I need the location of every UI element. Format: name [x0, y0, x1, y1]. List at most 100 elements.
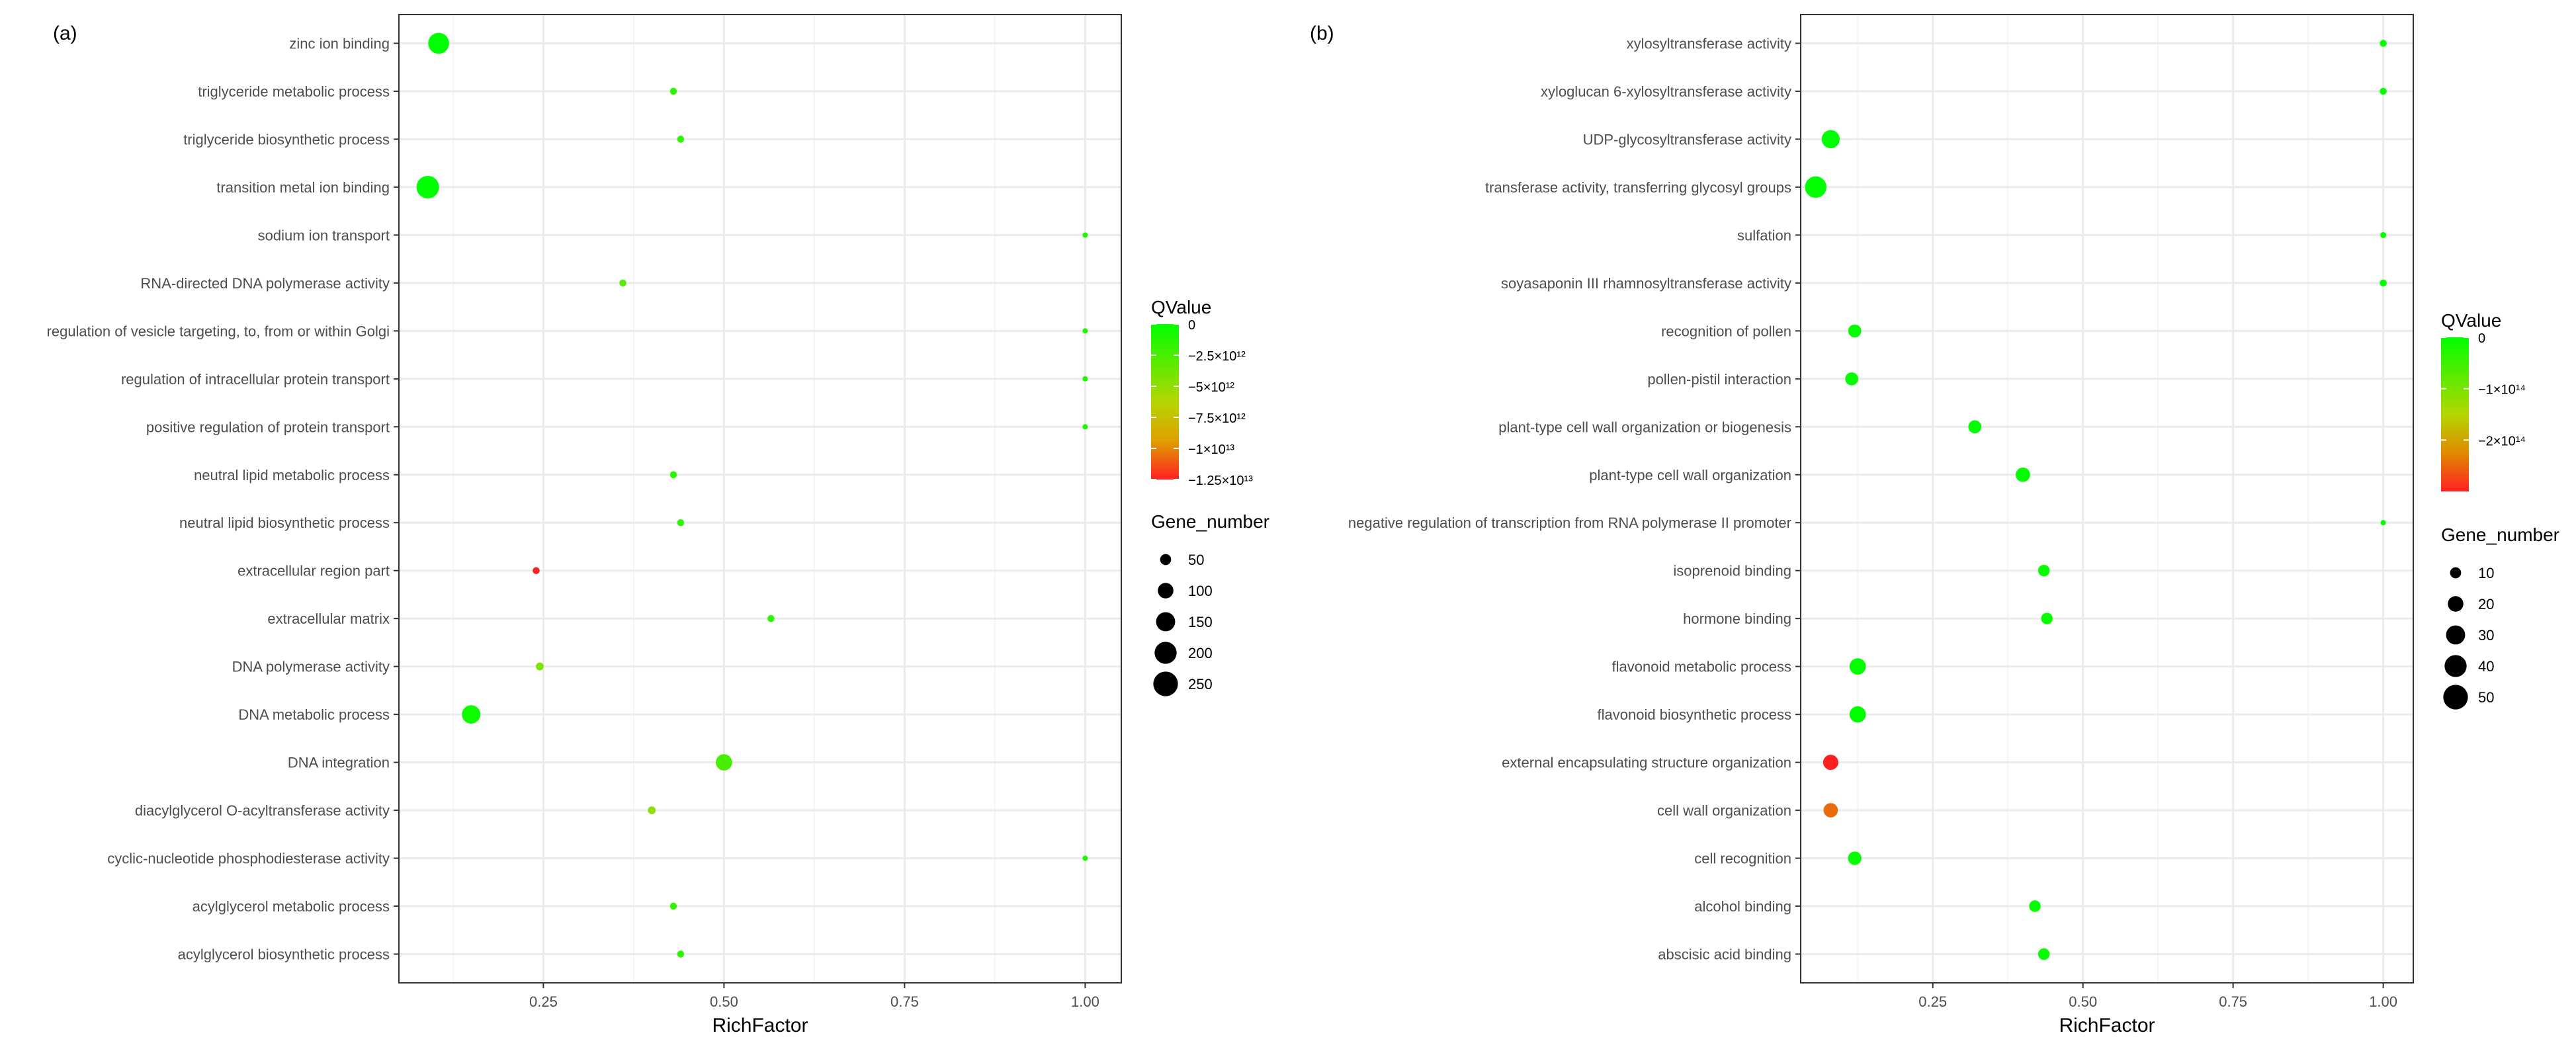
size-legend-label: 50	[2478, 689, 2494, 706]
colorbar-label: −2×10¹⁴	[2478, 434, 2526, 448]
y-tick-label: transferase activity, transferring glyco…	[1485, 179, 1791, 196]
point-regulation-of-intracellular-protein-transport	[1082, 376, 1088, 382]
y-tick-label: abscisic acid binding	[1658, 946, 1791, 963]
point-plant-type-cell-wall-organization-or-biogenesis	[1968, 420, 1982, 434]
y-tick-label: hormone binding	[1683, 610, 1791, 627]
point-recognition-of-pollen	[1848, 324, 1862, 338]
points-b	[1805, 40, 2387, 960]
y-tick-label: plant-type cell wall organization	[1589, 467, 1791, 483]
color-legend-title-b: QValue	[2441, 310, 2501, 331]
point-flavonoid-biosynthetic-process	[1849, 706, 1866, 723]
y-tick-label: xyloglucan 6-xylosyltransferase activity	[1541, 83, 1791, 100]
size-legend-dot	[2444, 655, 2467, 677]
size-legend-dot	[1160, 554, 1172, 565]
size-legend-label: 100	[1188, 583, 1213, 599]
size-legend-label: 200	[1188, 645, 1213, 661]
y-labels-b: xylosyltransferase activity xyloglucan 6-…	[1348, 35, 1801, 963]
point-isoprenoid-binding	[2038, 564, 2050, 577]
size-legend-title-b: Gene_number	[2441, 524, 2559, 545]
y-tick-label: diacylglycerol O-acyltransferase activit…	[135, 802, 390, 819]
colorbar-ticks-b: 0 −1×10¹⁴ −2×10¹⁴	[2441, 331, 2526, 448]
colorbar-label: −7.5×10¹²	[1188, 411, 1246, 426]
colorbar-b	[2441, 337, 2469, 491]
y-tick-label: transition metal ion binding	[216, 179, 390, 196]
size-legend-dot	[2448, 596, 2464, 612]
size-legend-label: 20	[2478, 596, 2494, 612]
y-tick-label: negative regulation of transcription fro…	[1348, 515, 1791, 531]
size-legend-dot	[1156, 612, 1176, 632]
size-legend-label: 10	[2478, 565, 2494, 581]
y-tick-label: pollen-pistil interaction	[1647, 371, 1791, 388]
size-legend-b: Gene_number 10 20 30 40 50	[2441, 524, 2559, 710]
panel-a: (a) zinc ion binding triglyceride metabol…	[47, 14, 1269, 1036]
y-tick-label: external encapsulating structure organiz…	[1502, 755, 1791, 771]
y-tick-label: DNA polymerase activity	[232, 659, 390, 675]
point-cell-recognition	[1848, 851, 1862, 865]
y-tick-label: zinc ion binding	[289, 35, 390, 52]
point-hormone-binding	[2041, 612, 2053, 624]
panel-label-a: (a)	[53, 22, 77, 44]
colorbar-label: −1.25×10¹³	[1188, 474, 1253, 488]
y-tick-label: neutral lipid metabolic process	[194, 467, 390, 483]
x-tick-label: 0.75	[890, 993, 919, 1010]
point-triglyceride-metabolic-process	[669, 87, 677, 95]
point-abscisic-acid-binding	[2038, 948, 2050, 960]
point-cell-wall-organization	[1823, 803, 1838, 817]
size-legend-label: 250	[1188, 676, 1213, 692]
y-tick-label: triglyceride metabolic process	[198, 83, 390, 100]
point-udp-glycosyltransferase-activity	[1821, 130, 1840, 149]
point-xylosyltransferase-activity	[2380, 40, 2387, 47]
x-tick-label: 0.50	[710, 993, 738, 1010]
x-ticks-a: 0.25 0.50 0.75 1.00	[529, 983, 1099, 1010]
points-a	[416, 32, 1088, 958]
point-external-encapsulating-structure-organization	[1823, 755, 1838, 771]
point-regulation-of-vesicle-targeting-to-from-or-within-golgi	[1082, 328, 1088, 334]
point-neutral-lipid-biosynthetic-process	[677, 519, 685, 526]
point-sodium-ion-transport	[1082, 232, 1088, 238]
x-tick-label: 0.25	[1918, 993, 1947, 1010]
size-legend-label: 30	[2478, 627, 2494, 644]
color-legend-b: QValue 0 −1×10¹⁴ −2×10¹⁴	[2441, 310, 2526, 491]
x-axis-title-b: RichFactor	[2059, 1015, 2155, 1036]
x-axis-title-a: RichFactor	[712, 1015, 808, 1036]
point-extracellular-region-part	[533, 567, 540, 574]
grid-b	[1801, 15, 2413, 983]
size-legend-dot	[2446, 625, 2466, 645]
point-dna-polymerase-activity	[536, 662, 544, 671]
y-tick-label: UDP-glycosyltransferase activity	[1583, 131, 1791, 147]
y-tick-label: regulation of vesicle targeting, to, fro…	[47, 323, 390, 339]
x-tick-label: 1.00	[1071, 993, 1099, 1010]
point-xyloglucan-6-xylosyltransferase-activity	[2380, 87, 2387, 95]
x-ticks-b: 0.25 0.50 0.75 1.00	[1918, 983, 2397, 1010]
colorbar-label: −1×10¹⁴	[2478, 383, 2526, 398]
point-pollen-pistil-interaction	[1845, 372, 1859, 386]
size-legend-label: 50	[1188, 552, 1204, 568]
y-tick-label: triglyceride biosynthetic process	[183, 131, 390, 147]
point-neutral-lipid-metabolic-process	[669, 471, 677, 479]
point-transition-metal-ion-binding	[416, 175, 439, 198]
point-acylglycerol-metabolic-process	[669, 902, 677, 910]
y-tick-label: cyclic-nucleotide phosphodiesterase acti…	[107, 851, 390, 867]
colorbar-label: 0	[2478, 331, 2485, 346]
y-tick-label: regulation of intracellular protein tran…	[121, 371, 390, 388]
y-tick-label: neutral lipid biosynthetic process	[179, 515, 390, 531]
size-legend-items-a: 50 100 150 200 250	[1153, 552, 1213, 696]
point-alcohol-binding	[2029, 900, 2041, 912]
y-tick-label: sodium ion transport	[258, 227, 390, 243]
y-tick-label: alcohol binding	[1694, 898, 1791, 915]
point-acylglycerol-biosynthetic-process	[677, 950, 685, 958]
y-tick-label: flavonoid metabolic process	[1612, 659, 1791, 675]
size-legend-dot	[2450, 567, 2462, 579]
colorbar-label: −1×10¹³	[1188, 442, 1234, 457]
y-tick-label: cell wall organization	[1657, 802, 1791, 819]
size-legend-items-b: 10 20 30 40 50	[2443, 565, 2494, 710]
point-negative-regulation-of-transcription-from-rna-polymerase-ii-promoter	[2380, 520, 2386, 526]
point-dna-integration	[716, 754, 732, 771]
size-legend-dot	[1158, 583, 1174, 599]
size-legend-dot	[1154, 642, 1177, 664]
size-legend-a: Gene_number 50 100 150 200 250	[1151, 511, 1269, 696]
colorbar-ticks-a: 0 −2.5×10¹² −5×10¹² −7.5×10¹² −1×10¹³ −1.25×1…	[1151, 318, 1253, 488]
point-flavonoid-metabolic-process	[1849, 658, 1866, 675]
point-plant-type-cell-wall-organization	[2016, 467, 2030, 482]
